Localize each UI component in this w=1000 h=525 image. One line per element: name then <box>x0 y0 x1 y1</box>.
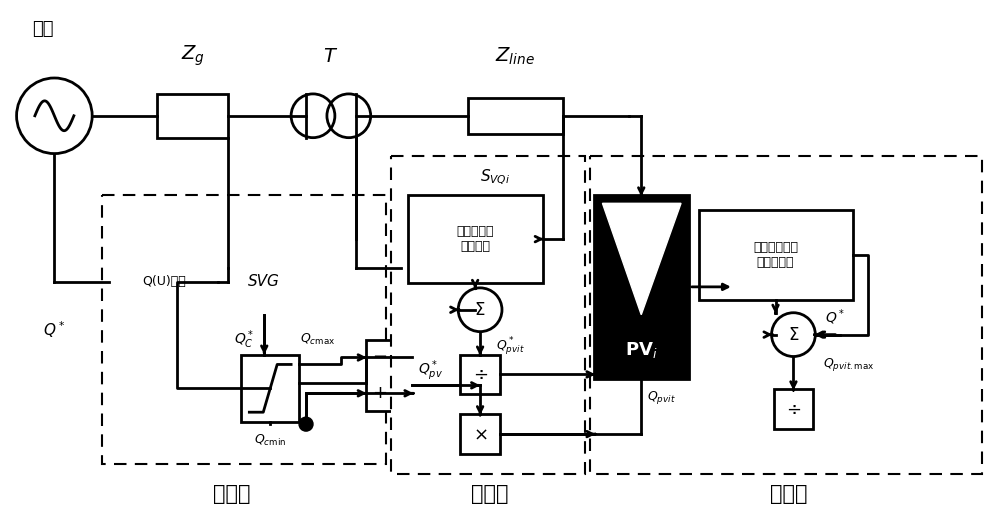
Text: 电网: 电网 <box>32 20 54 38</box>
Text: $\div$: $\div$ <box>786 400 801 418</box>
Text: SVG: SVG <box>248 275 280 289</box>
Text: $S_{VQi}$: $S_{VQi}$ <box>480 168 510 187</box>
Bar <box>594 195 689 380</box>
Text: 计算无功电
压灵敏度: 计算无功电 压灵敏度 <box>456 225 494 253</box>
Text: $\div$: $\div$ <box>473 365 488 383</box>
Bar <box>391 155 585 474</box>
Text: $Q_{pvit.\mathrm{max}}$: $Q_{pvit.\mathrm{max}}$ <box>823 356 875 373</box>
Text: 计算单台逆变
器无功极限: 计算单台逆变 器无功极限 <box>753 241 798 269</box>
Text: $Q_{pvit}$: $Q_{pvit}$ <box>647 389 675 406</box>
Text: 第三层: 第三层 <box>770 484 807 504</box>
Text: 第一层: 第一层 <box>213 484 250 504</box>
Bar <box>109 250 218 314</box>
Bar <box>102 195 386 464</box>
Bar <box>774 390 813 429</box>
Text: $Q_{pv}^*$: $Q_{pv}^*$ <box>418 358 443 383</box>
Bar <box>157 94 228 138</box>
Text: $\Sigma$: $\Sigma$ <box>474 301 486 319</box>
Bar <box>468 98 563 134</box>
Text: $\mathbf{PV}_i$: $\mathbf{PV}_i$ <box>625 340 658 360</box>
Text: $Q_C^*$: $Q_C^*$ <box>234 328 254 351</box>
Bar <box>460 414 500 454</box>
Polygon shape <box>602 203 681 314</box>
Text: 第二层: 第二层 <box>471 484 509 504</box>
Bar <box>699 211 853 300</box>
Circle shape <box>299 417 313 431</box>
Text: $T$: $T$ <box>323 47 338 66</box>
Text: $\times$: $\times$ <box>473 425 487 443</box>
Bar <box>460 354 500 394</box>
Bar <box>228 250 300 314</box>
Text: −: − <box>372 349 387 366</box>
Text: $\Sigma$: $\Sigma$ <box>788 326 799 344</box>
Text: $Q_{c\mathrm{max}}$: $Q_{c\mathrm{max}}$ <box>300 332 336 347</box>
Text: $Z_g$: $Z_g$ <box>181 44 205 68</box>
Bar <box>241 354 299 422</box>
Text: Q(U)策略: Q(U)策略 <box>142 276 186 288</box>
Text: +: + <box>372 384 387 402</box>
Text: $Z_{line}$: $Z_{line}$ <box>495 46 535 67</box>
Text: $Q_{pvit}^*$: $Q_{pvit}^*$ <box>496 335 524 358</box>
Text: $Q_{c\mathrm{min}}$: $Q_{c\mathrm{min}}$ <box>254 433 286 448</box>
Text: $Q^*$: $Q^*$ <box>825 307 846 327</box>
Bar <box>366 340 412 411</box>
Text: $Q^*$: $Q^*$ <box>43 319 66 340</box>
Bar <box>590 155 982 474</box>
Bar <box>408 195 543 283</box>
